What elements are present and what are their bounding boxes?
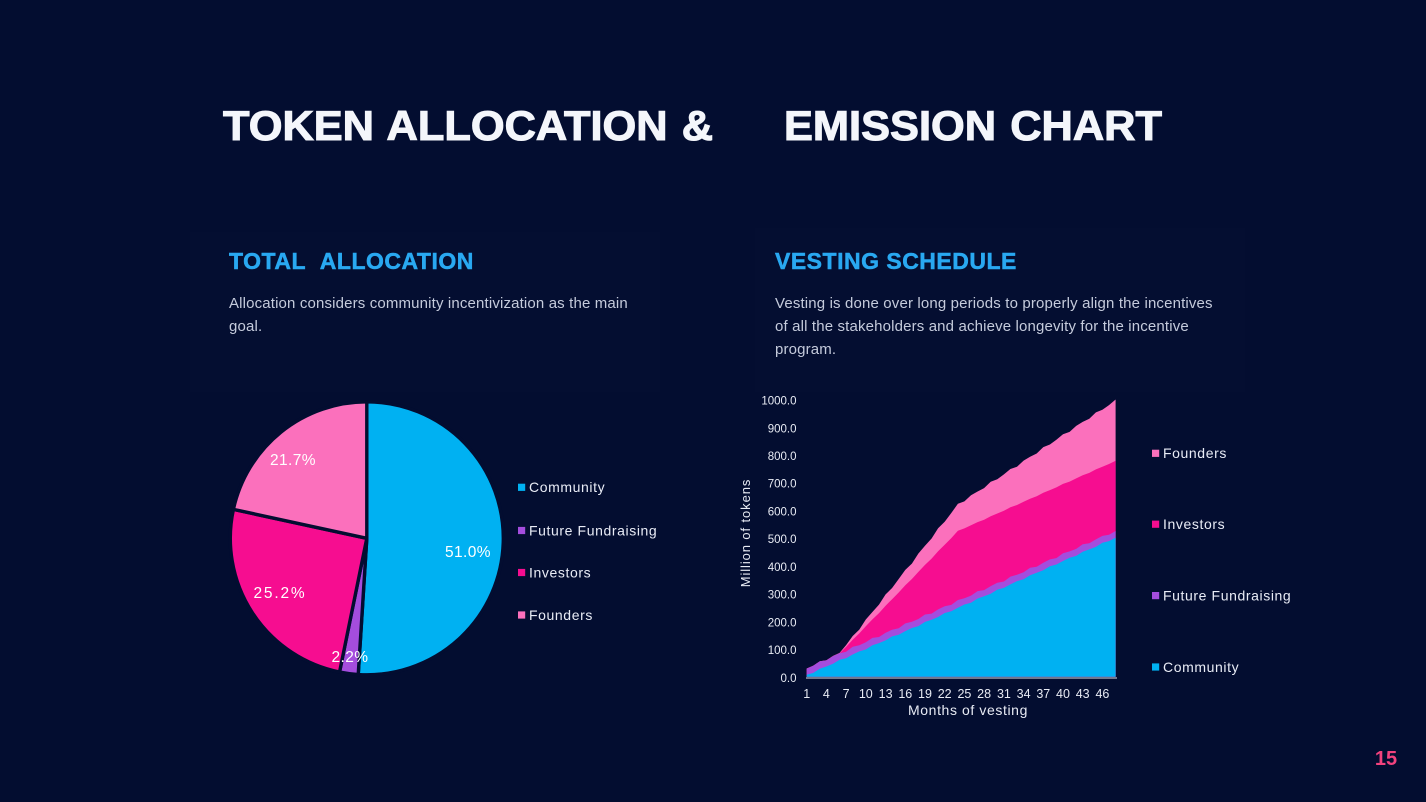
svg-text:1: 1 [803,687,810,701]
svg-text:28: 28 [977,687,991,701]
svg-text:7: 7 [843,687,850,701]
svg-text:21.7%: 21.7% [270,452,316,469]
svg-text:46: 46 [1095,687,1109,701]
svg-text:Future Fundraising: Future Fundraising [529,522,657,538]
svg-text:10: 10 [859,687,873,701]
svg-text:700.0: 700.0 [768,479,797,491]
svg-text:Investors: Investors [529,564,591,580]
svg-text:13: 13 [879,687,893,701]
svg-text:Investors: Investors [1163,516,1225,532]
svg-text:0.0: 0.0 [781,673,797,685]
svg-text:51.0%: 51.0% [445,544,491,561]
svg-text:400.0: 400.0 [768,562,797,574]
svg-text:500.0: 500.0 [768,534,797,546]
svg-text:800.0: 800.0 [768,451,797,463]
svg-text:37: 37 [1036,687,1050,701]
svg-text:Community: Community [1163,659,1239,675]
svg-text:2.2%: 2.2% [332,649,369,666]
svg-text:Community: Community [529,479,605,495]
svg-text:1000.0: 1000.0 [761,396,796,408]
svg-text:Founders: Founders [1163,445,1227,461]
svg-text:100.0: 100.0 [768,645,797,657]
svg-text:200.0: 200.0 [768,617,797,629]
svg-text:40: 40 [1056,687,1070,701]
svg-text:31: 31 [997,687,1011,701]
svg-text:300.0: 300.0 [768,590,797,602]
svg-text:900.0: 900.0 [768,423,797,435]
svg-text:19: 19 [918,687,932,701]
svg-text:25: 25 [957,687,971,701]
svg-text:34: 34 [1017,687,1031,701]
svg-text:600.0: 600.0 [768,506,797,518]
svg-text:Million of tokens: Million of tokens [738,479,753,588]
svg-text:Founders: Founders [529,607,593,623]
svg-text:25.2%: 25.2% [254,585,307,602]
svg-text:Months of vesting: Months of vesting [908,702,1028,718]
svg-text:22: 22 [938,687,952,701]
svg-text:16: 16 [898,687,912,701]
svg-text:Future Fundraising: Future Fundraising [1163,588,1291,604]
svg-text:43: 43 [1076,687,1090,701]
svg-text:4: 4 [823,687,830,701]
